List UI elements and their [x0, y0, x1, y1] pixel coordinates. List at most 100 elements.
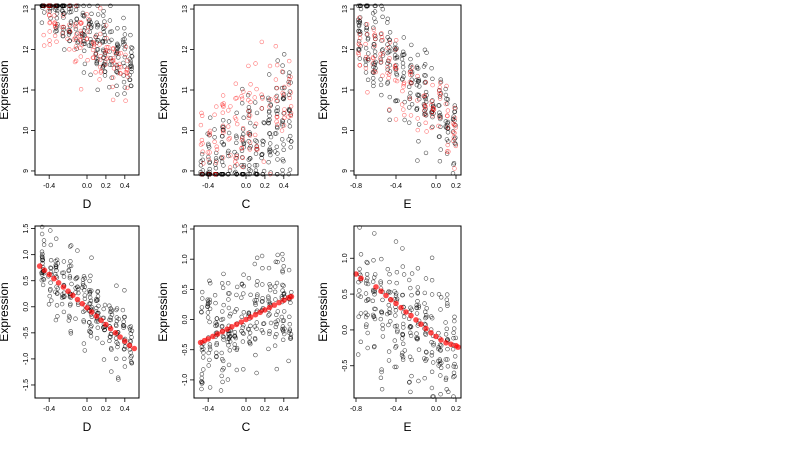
data-point [122, 338, 128, 345]
data-point [110, 57, 116, 63]
data-point [66, 267, 72, 273]
data-point [97, 42, 102, 47]
data-point [85, 29, 90, 34]
data-point [429, 385, 435, 391]
data-point [68, 19, 74, 24]
y-axis-label: Expression [0, 282, 11, 341]
x-tick-label: -0.4 [202, 183, 214, 190]
data-point [102, 302, 108, 308]
data-point [451, 364, 456, 369]
data-point [254, 283, 259, 288]
data-point [73, 7, 79, 13]
data-point [54, 257, 60, 262]
data-point [282, 309, 287, 314]
data-point [452, 103, 457, 108]
data-point [282, 331, 287, 337]
data-point [239, 96, 245, 101]
data-point [259, 39, 264, 45]
y-tick-label: -0.5 [23, 327, 30, 339]
data-point [254, 326, 259, 331]
data-point [393, 98, 398, 104]
data-point [214, 104, 219, 109]
data-point [59, 8, 65, 13]
data-point [80, 10, 86, 16]
data-point [253, 302, 258, 307]
data-point [429, 278, 435, 283]
data-point [90, 47, 96, 53]
data-point [72, 22, 78, 27]
data-point [128, 32, 133, 38]
data-point [66, 313, 72, 319]
data-point [289, 290, 294, 295]
data-point [39, 231, 45, 237]
data-point [118, 71, 123, 76]
data-point [240, 164, 245, 170]
data-point [213, 156, 219, 161]
data-point [239, 328, 244, 334]
data-point [89, 314, 95, 319]
data-point [433, 333, 439, 340]
data-point [282, 84, 287, 90]
data-point [199, 151, 205, 157]
data-point [364, 322, 369, 327]
data-point [401, 84, 406, 89]
data-point [207, 166, 212, 172]
data-point [207, 133, 212, 138]
data-point [416, 305, 421, 310]
data-point [386, 75, 391, 81]
y-tick-label: 1.5 [23, 224, 30, 234]
data-point [356, 52, 361, 57]
data-point [372, 275, 377, 280]
data-point [228, 104, 233, 109]
data-point [225, 377, 231, 382]
data-point [386, 349, 392, 354]
data-point [252, 261, 258, 267]
data-point [443, 101, 448, 107]
data-point [415, 285, 420, 290]
data-point [94, 319, 99, 324]
data-point [97, 77, 102, 82]
data-point [373, 284, 379, 290]
x-tick-label: 0.4 [120, 183, 130, 190]
data-point [443, 86, 448, 92]
data-point [436, 134, 442, 139]
data-point [198, 142, 204, 147]
data-point [453, 335, 458, 341]
data-point [128, 350, 133, 355]
data-point [221, 271, 226, 277]
series-2-fitted-open [356, 15, 458, 171]
data-point [274, 131, 279, 136]
data-point [89, 41, 94, 46]
data-point [273, 334, 278, 340]
data-point [89, 323, 94, 328]
data-point [240, 155, 245, 160]
data-point [401, 52, 406, 57]
data-point [288, 293, 295, 300]
data-point [274, 111, 280, 117]
data-point [245, 172, 251, 177]
data-point [365, 31, 370, 37]
data-point [199, 137, 205, 143]
data-point [68, 263, 74, 269]
data-point [81, 274, 87, 279]
data-point [416, 347, 422, 352]
y-tick-label: -1.5 [23, 379, 30, 391]
data-point [234, 292, 239, 298]
data-point [385, 64, 390, 70]
data-point [280, 157, 285, 162]
data-point [408, 72, 413, 78]
data-point [253, 151, 259, 156]
data-point [416, 303, 422, 308]
data-point [246, 327, 252, 332]
data-point [445, 346, 450, 352]
data-point [226, 297, 231, 302]
data-point [407, 96, 413, 101]
data-point [363, 291, 369, 296]
data-point [94, 336, 100, 341]
data-point [415, 98, 420, 103]
data-point [127, 77, 133, 83]
data-point [234, 140, 239, 146]
data-point [221, 337, 226, 342]
data-point [100, 340, 105, 346]
data-point [364, 27, 369, 33]
